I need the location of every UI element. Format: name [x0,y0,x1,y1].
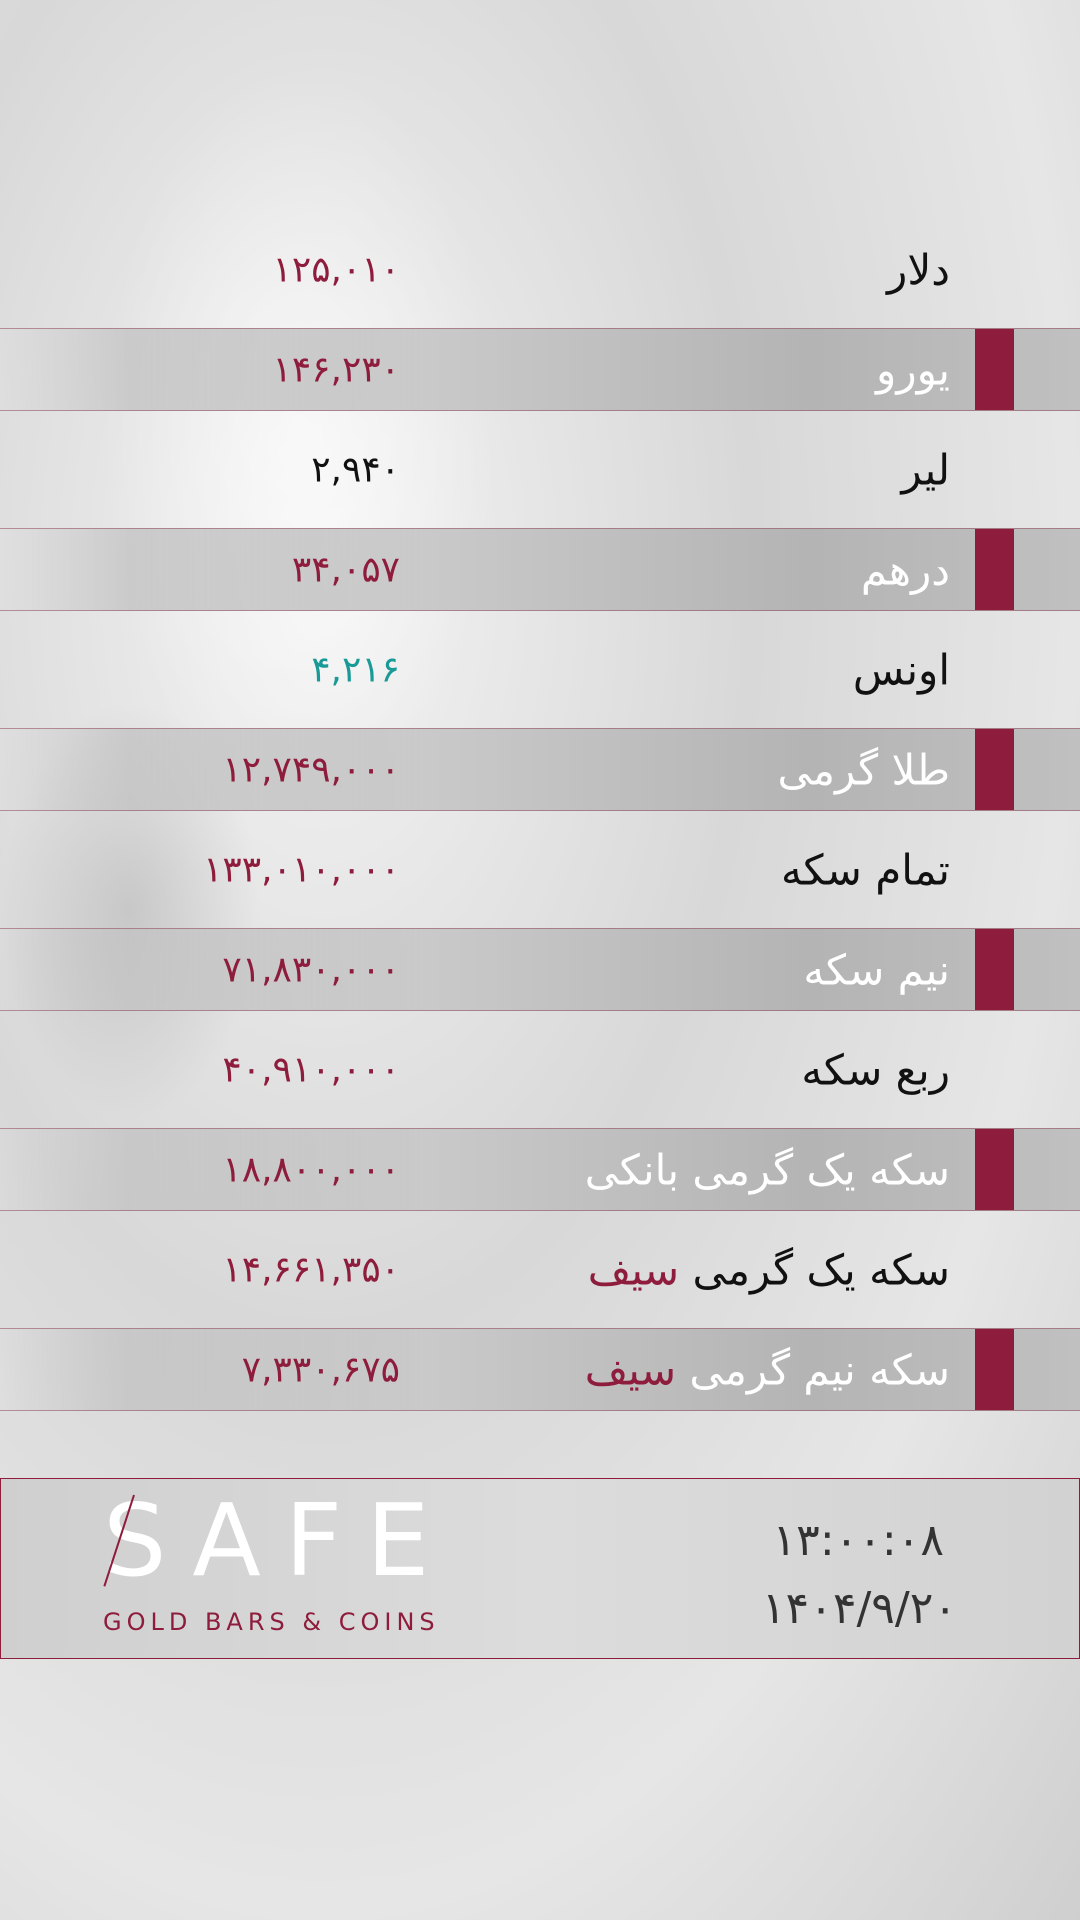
brand-highlight: سیف [587,1245,680,1294]
rate-label: نیم سکه [803,945,950,994]
rate-value: ۴۰,۹۱۰,۰۰۰ [222,1049,400,1090]
rate-row: دلار ۱۲۵,۰۱۰ [0,211,1080,328]
clock-time: ۱۳:۰۰:۰۸ [772,1515,944,1566]
rate-value: ۷,۳۳۰,۶۷۵ [241,1349,400,1390]
rate-label: اونس [852,645,950,694]
rate-row: سکه یک گرمی بانکی ۱۸,۸۰۰,۰۰۰ [0,1128,1080,1211]
rate-row: ربع سکه ۴۰,۹۱۰,۰۰۰ [0,1011,1080,1128]
rate-value: ۲,۹۴۰ [311,449,400,490]
safe-logo: SAFE [103,1482,454,1599]
rate-label: تمام سکه [780,845,950,894]
rate-value: ۱۴۶,۲۳۰ [272,349,400,390]
logo-tagline: GOLD BARS & COINS [103,1608,440,1636]
rate-value: ۳۴,۰۵۷ [291,549,400,590]
rate-label: دلار [887,245,950,294]
background-blur [100,60,500,820]
rate-label: سکه نیم گرمی سیف [584,1345,950,1394]
rate-value: ۱۲,۷۴۹,۰۰۰ [222,749,400,790]
rate-label: ربع سکه [801,1045,950,1094]
rate-row: تمام سکه ۱۳۳,۰۱۰,۰۰۰ [0,811,1080,928]
accent-bar [975,329,1014,410]
brand-highlight: سیف [584,1345,677,1394]
rate-value: ۴,۲۱۶ [311,649,400,690]
rate-row: سکه یک گرمی سیف ۱۴,۶۶۱,۳۵۰ [0,1211,1080,1328]
rate-label: درهم [860,545,950,594]
rate-label: طلا گرمی [777,745,950,794]
footer-panel: SAFE GOLD BARS & COINS ۱۳:۰۰:۰۸ ۱۴۰۴/۹/۲… [0,1478,1080,1659]
rate-value: ۱۳۳,۰۱۰,۰۰۰ [203,849,400,890]
rate-label: سکه یک گرمی سیف [587,1245,950,1294]
rate-row: لیر ۲,۹۴۰ [0,411,1080,528]
accent-bar [975,929,1014,1010]
rate-row: اونس ۴,۲۱۶ [0,611,1080,728]
accent-bar [975,1329,1014,1410]
accent-bar [975,1129,1014,1210]
rate-row: یورو ۱۴۶,۲۳۰ [0,328,1080,411]
accent-bar [975,529,1014,610]
rate-row: نیم سکه ۷۱,۸۳۰,۰۰۰ [0,928,1080,1011]
clock-date: ۱۴۰۴/۹/۲۰ [761,1583,957,1634]
rate-row: سکه نیم گرمی سیف ۷,۳۳۰,۶۷۵ [0,1328,1080,1411]
rate-label: یورو [876,345,950,394]
rate-row: درهم ۳۴,۰۵۷ [0,528,1080,611]
rate-value: ۷۱,۸۳۰,۰۰۰ [222,949,400,990]
rate-row: طلا گرمی ۱۲,۷۴۹,۰۰۰ [0,728,1080,811]
rate-label: سکه یک گرمی بانکی [584,1145,950,1194]
rate-value: ۱۸,۸۰۰,۰۰۰ [222,1149,400,1190]
rate-value: ۱۴,۶۶۱,۳۵۰ [222,1249,400,1290]
rate-value: ۱۲۵,۰۱۰ [272,249,400,290]
rate-label: لیر [901,445,950,494]
accent-bar [975,729,1014,810]
